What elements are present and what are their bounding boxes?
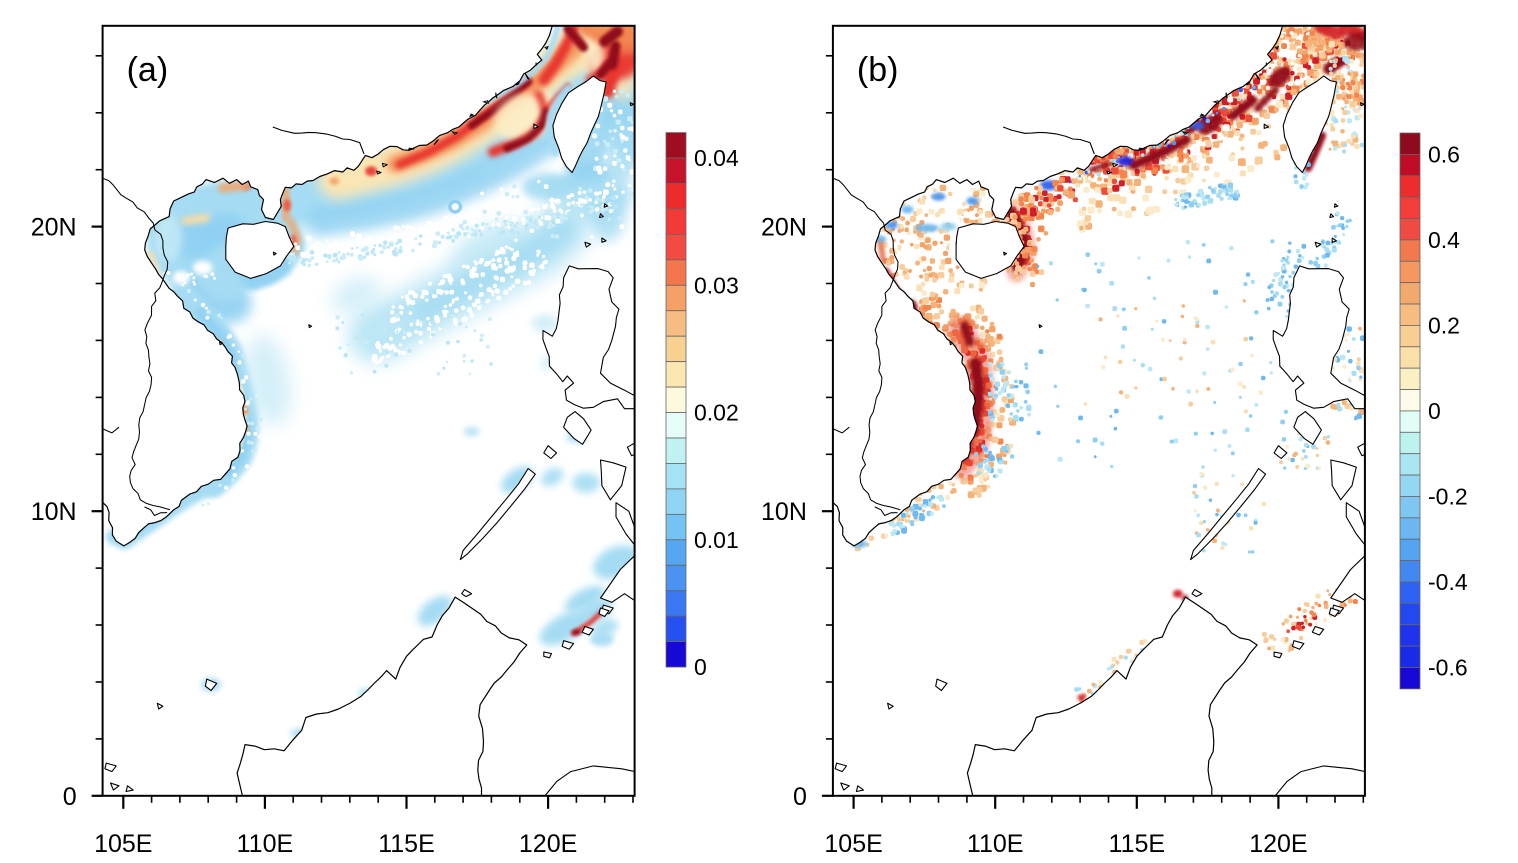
svg-text:0.02: 0.02 xyxy=(694,400,739,426)
svg-text:0: 0 xyxy=(694,654,707,680)
svg-text:120E: 120E xyxy=(519,830,577,858)
svg-text:0.04: 0.04 xyxy=(694,145,739,171)
svg-text:-0.6: -0.6 xyxy=(1428,655,1468,681)
svg-text:105E: 105E xyxy=(824,830,882,858)
svg-text:(b): (b) xyxy=(857,51,899,89)
svg-text:-0.2: -0.2 xyxy=(1428,484,1468,510)
svg-text:(a): (a) xyxy=(127,51,169,89)
svg-text:20N: 20N xyxy=(761,214,807,242)
svg-text:0.01: 0.01 xyxy=(694,527,739,553)
svg-text:115E: 115E xyxy=(378,830,435,858)
svg-text:115E: 115E xyxy=(1109,830,1166,858)
svg-text:0: 0 xyxy=(793,783,807,811)
svg-text:0: 0 xyxy=(63,783,77,811)
svg-text:10N: 10N xyxy=(31,498,77,526)
svg-text:0: 0 xyxy=(1428,398,1441,424)
svg-text:-0.4: -0.4 xyxy=(1428,569,1468,595)
svg-text:10N: 10N xyxy=(761,498,807,526)
svg-text:0.6: 0.6 xyxy=(1428,141,1460,167)
svg-text:20N: 20N xyxy=(31,214,77,242)
svg-text:0.2: 0.2 xyxy=(1428,312,1460,338)
svg-text:110E: 110E xyxy=(967,830,1024,858)
svg-text:105E: 105E xyxy=(94,830,152,858)
svg-text:0.4: 0.4 xyxy=(1428,227,1460,253)
svg-text:0.03: 0.03 xyxy=(694,272,739,298)
svg-text:110E: 110E xyxy=(237,830,294,858)
svg-text:120E: 120E xyxy=(1249,830,1307,858)
